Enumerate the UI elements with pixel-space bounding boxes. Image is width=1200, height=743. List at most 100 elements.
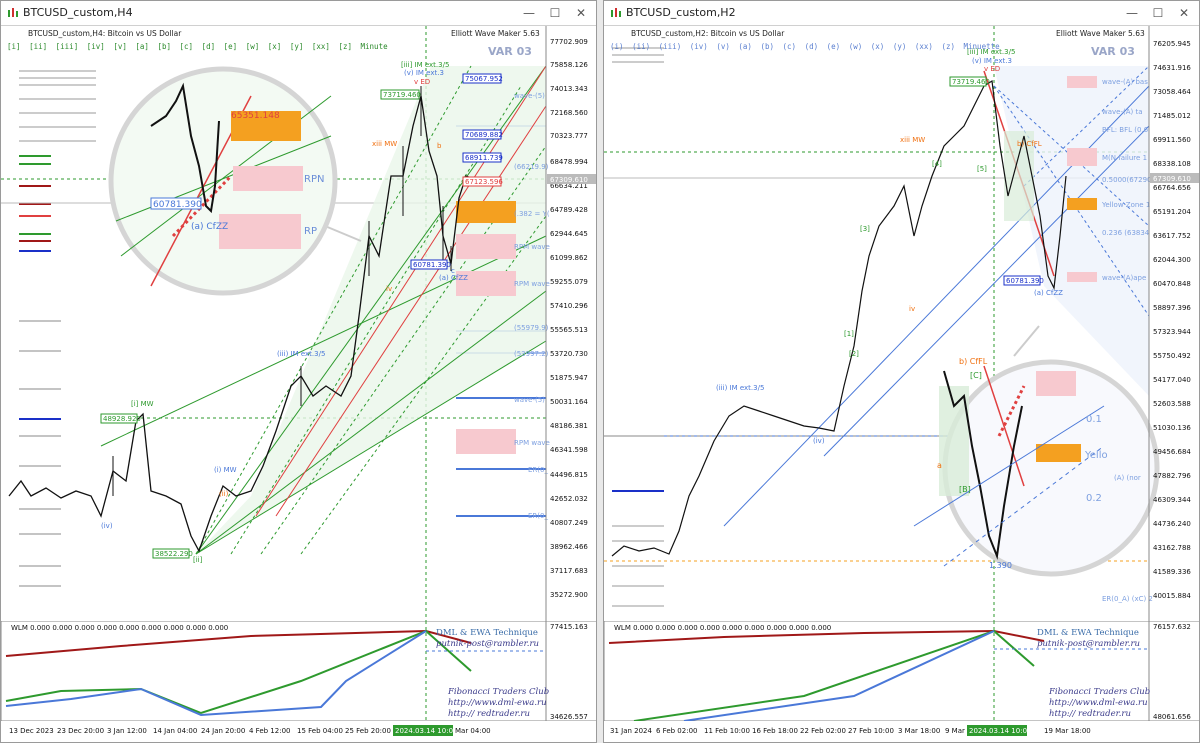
svg-text:ER(0_: ER(0_ [528, 466, 548, 474]
svg-text:57323.944: 57323.944 [1153, 328, 1191, 336]
tf-button[interactable]: (b) [760, 42, 774, 51]
svg-text:58897.396: 58897.396 [1153, 304, 1191, 312]
right-zone-labels: wave-(A) bas wave-(A) ta BFL: BFL (0.6 M… [1101, 78, 1153, 603]
tf-button[interactable]: [a] [135, 42, 149, 51]
title-bar[interactable]: BTCUSD_custom,H2 — ☐ ✕ [604, 1, 1199, 26]
tf-button[interactable]: (w) [848, 42, 863, 51]
zones [456, 201, 516, 454]
tf-button[interactable]: [i] [7, 42, 21, 51]
svg-text:38962.466: 38962.466 [550, 543, 588, 551]
price-chart[interactable]: 65351.148 60781.390 (a) CfZZ RPN RP 7371… [1, 26, 597, 621]
current-price-tag [1150, 173, 1199, 183]
svg-text:RPM wave: RPM wave [514, 243, 550, 251]
tf-button[interactable]: [e] [223, 42, 238, 51]
svg-text:27 Feb 10:00: 27 Feb 10:00 [848, 727, 894, 735]
tf-button[interactable]: [d] [201, 42, 216, 51]
svg-text:47882.796: 47882.796 [1153, 472, 1191, 480]
svg-text:ER(0_: ER(0_ [528, 512, 548, 520]
svg-text:a: a [937, 461, 942, 470]
tf-button[interactable]: [x] [267, 42, 282, 51]
svg-text:51030.136: 51030.136 [1153, 424, 1191, 432]
tf-button[interactable]: (i) [610, 42, 624, 51]
tf-button[interactable]: (iv) [689, 42, 708, 51]
svg-text:(a) CfZZ: (a) CfZZ [439, 274, 468, 282]
tf-button[interactable]: [y] [289, 42, 304, 51]
tf-button[interactable]: (x) [870, 42, 885, 51]
tf-button[interactable]: (y) [892, 42, 907, 51]
svg-text:(v) IM ext.3: (v) IM ext.3 [404, 69, 444, 77]
tf-button[interactable]: (z) [941, 42, 955, 51]
tf-button[interactable]: [c] [179, 42, 194, 51]
svg-text:16 Feb 18:00: 16 Feb 18:00 [752, 727, 798, 735]
svg-text:0.236 (63834: 0.236 (63834 [1102, 229, 1150, 237]
chart-window-h4[interactable]: BTCUSD_custom,H4 — ☐ ✕ [0, 0, 597, 743]
symbol-description: BTCUSD_custom,H2: Bitcoin vs US Dollar [631, 29, 785, 38]
chart-window-h2[interactable]: BTCUSD_custom,H2 — ☐ ✕ [603, 0, 1200, 743]
svg-text:xiii MW: xiii MW [372, 140, 397, 148]
svg-text:67123.596: 67123.596 [465, 178, 503, 186]
svg-text:v ED: v ED [414, 78, 430, 86]
svg-text:19 Mar 18:00: 19 Mar 18:00 [1044, 727, 1091, 735]
zoom-magnifier[interactable] [108, 66, 362, 296]
tf-button[interactable]: [v] [113, 42, 127, 51]
tf-button[interactable]: [iv] [86, 42, 105, 51]
svg-text:b: b [437, 142, 442, 150]
svg-text:55750.492: 55750.492 [1153, 352, 1191, 360]
close-button[interactable]: ✕ [575, 6, 587, 20]
svg-text:53720.730: 53720.730 [550, 350, 588, 358]
window-title: BTCUSD_custom,H4 [23, 6, 133, 19]
maximize-button[interactable]: ☐ [1152, 6, 1164, 20]
tf-button[interactable]: (a) [738, 42, 752, 51]
tf-button[interactable]: (iii) [658, 42, 682, 51]
indicator-label: WLM 0.000 0.000 0.000 0.000 0.000 0.000 … [614, 624, 832, 632]
indicator-panel[interactable]: 76157.632 48061.656 [604, 621, 1200, 721]
indicator-bottom-value: 48061.656 [1153, 713, 1191, 721]
svg-text:25 Feb 20:00: 25 Feb 20:00 [345, 727, 391, 735]
tf-button[interactable]: (xx) [914, 42, 933, 51]
tool-label: Elliott Wave Maker 5.63 [451, 29, 540, 38]
tf-button[interactable]: (e) [826, 42, 841, 51]
minimize-button[interactable]: — [523, 6, 535, 20]
svg-text:52603.588: 52603.588 [1153, 400, 1191, 408]
svg-text:15 Feb 04:00: 15 Feb 04:00 [297, 727, 343, 735]
svg-text:40015.884: 40015.884 [1153, 592, 1191, 600]
maximize-button[interactable]: ☐ [549, 6, 561, 20]
price-chart[interactable]: b) CfFL 1.390 Yello 0.1 0.2 [B] a [C] 73… [604, 26, 1200, 621]
svg-text:Yello: Yello [1084, 450, 1108, 461]
svg-text:1.390: 1.390 [989, 561, 1012, 570]
tf-button[interactable]: [ii] [29, 42, 48, 51]
tf-button[interactable]: [z] [338, 42, 352, 51]
tf-button[interactable]: (c) [782, 42, 797, 51]
indicator-panel[interactable]: 77415.163 34626.557 [1, 621, 597, 721]
tf-button[interactable]: (v) [716, 42, 730, 51]
tf-button[interactable]: (ii) [632, 42, 651, 51]
minimize-button[interactable]: — [1126, 6, 1138, 20]
price-boxes: 73719.460 60781.390 [949, 76, 1044, 286]
chart-icon [8, 8, 18, 17]
svg-text:60781.390: 60781.390 [413, 261, 451, 269]
svg-text:RPM wave: RPM wave [514, 439, 550, 447]
svg-text:(66219.9): (66219.9) [514, 163, 549, 171]
close-button[interactable]: ✕ [1178, 6, 1190, 20]
tf-button[interactable]: (d) [804, 42, 819, 51]
svg-text:3 Jan 12:00: 3 Jan 12:00 [107, 727, 147, 735]
svg-text:48186.381: 48186.381 [550, 422, 588, 430]
tf-button[interactable]: [xx] [311, 42, 330, 51]
svg-text:71485.012: 71485.012 [1153, 112, 1191, 120]
svg-text:75858.126: 75858.126 [550, 61, 588, 69]
tf-button[interactable]: Minute [360, 42, 388, 51]
svg-text:14 Jan 04:00: 14 Jan 04:00 [153, 727, 197, 735]
svg-text:[B]: [B] [959, 485, 971, 494]
tf-button[interactable]: [iii] [55, 42, 79, 51]
svg-text:xiii MW: xiii MW [900, 136, 925, 144]
zoom-magnifier[interactable] [913, 325, 1160, 577]
tf-button[interactable]: Minuette [963, 42, 1000, 51]
svg-text:57410.296: 57410.296 [550, 302, 588, 310]
tf-button[interactable]: [b] [157, 42, 171, 51]
indicator-label: WLM 0.000 0.000 0.000 0.000 0.000 0.000 … [11, 624, 229, 632]
title-bar[interactable]: BTCUSD_custom,H4 — ☐ ✕ [1, 1, 596, 26]
tf-button[interactable]: [w] [245, 42, 260, 51]
svg-text:65191.204: 65191.204 [1153, 208, 1191, 216]
svg-text:b) CfFL: b) CfFL [1017, 140, 1042, 148]
svg-text:41589.336: 41589.336 [1153, 568, 1191, 576]
